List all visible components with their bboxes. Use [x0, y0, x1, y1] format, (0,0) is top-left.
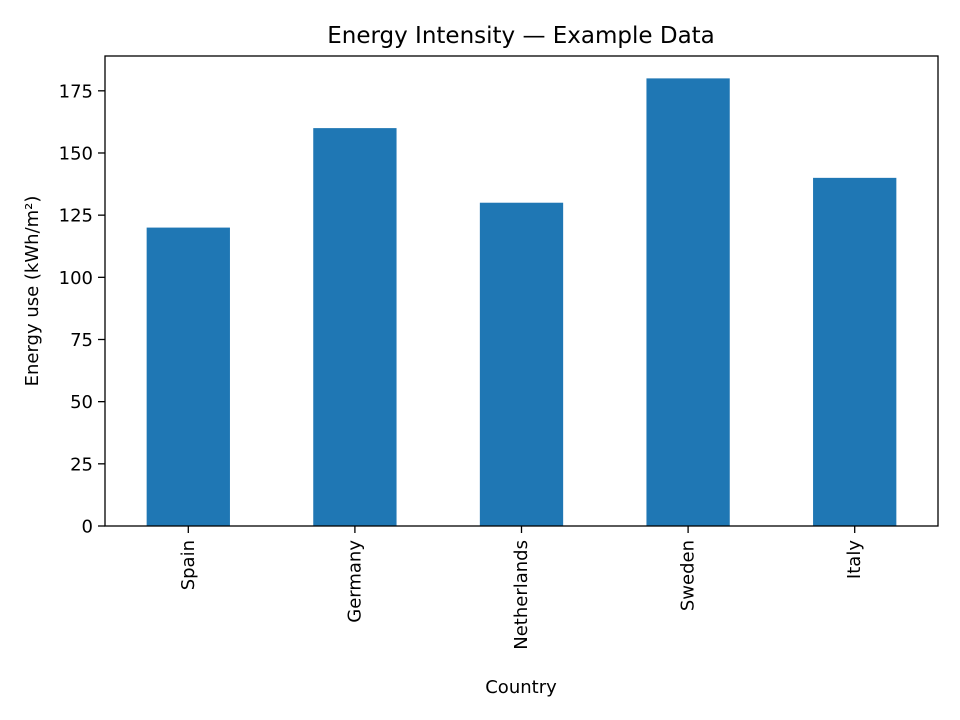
y-tick-label: 25: [70, 454, 93, 475]
x-tick-label-germany: Germany: [344, 540, 365, 623]
y-tick-label: 175: [59, 81, 93, 102]
x-axis-ticks: Spain Germany Netherlands Sweden Italy: [178, 526, 865, 650]
y-tick-label: 150: [59, 143, 93, 164]
bar-sweden: [646, 78, 730, 526]
x-tick-label-italy: Italy: [844, 540, 865, 579]
bar-spain: [146, 227, 230, 527]
x-tick-label-sweden: Sweden: [678, 540, 699, 611]
y-tick-label: 50: [70, 392, 93, 413]
y-axis-label: Energy use (kWh/m²): [22, 196, 43, 387]
bar-italy: [813, 177, 897, 526]
y-tick-label: 0: [82, 517, 93, 538]
y-axis-ticks: 0 25 50 75 100 125 150 175: [59, 81, 105, 538]
x-axis-label: Country: [485, 677, 557, 698]
x-tick-label-netherlands: Netherlands: [511, 540, 532, 650]
x-tick-label-spain: Spain: [178, 540, 199, 590]
y-tick-label: 100: [59, 268, 93, 289]
chart-title: Energy Intensity — Example Data: [327, 23, 715, 49]
y-tick-label: 125: [59, 206, 93, 227]
bar-germany: [313, 128, 397, 527]
bars-group: [146, 78, 897, 527]
bar-netherlands: [479, 202, 564, 526]
y-tick-label: 75: [70, 330, 93, 351]
